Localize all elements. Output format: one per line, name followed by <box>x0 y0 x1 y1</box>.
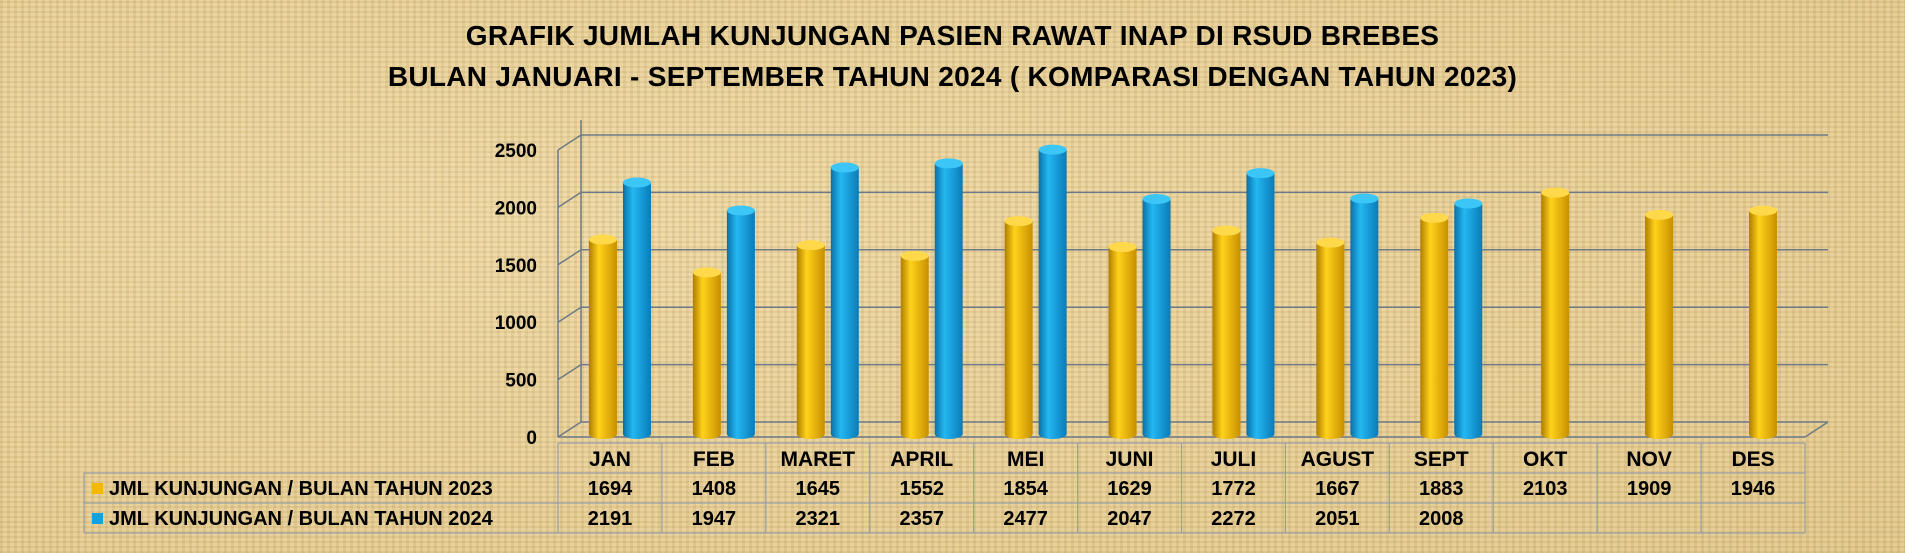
data-label: 2191 <box>588 508 633 530</box>
data-label: 1552 <box>899 478 944 500</box>
y-tick-label: 1000 <box>495 313 537 334</box>
gridline-side-500 <box>557 363 582 381</box>
x-tick-label: MARET <box>780 448 855 471</box>
x-tick-label: APRIL <box>890 448 953 471</box>
x-tick-label: AGUST <box>1301 448 1375 471</box>
bar-2024-jan <box>622 177 651 439</box>
y-tick-label: 2500 <box>495 141 537 162</box>
data-label: 2051 <box>1315 508 1360 530</box>
x-tick-label: FEB <box>693 448 735 471</box>
data-label: 2272 <box>1211 508 1256 530</box>
data-label: 1408 <box>692 478 737 500</box>
data-label: 2047 <box>1107 508 1152 530</box>
data-label: 1854 <box>1003 478 1048 500</box>
bar-2024-feb <box>726 205 755 439</box>
data-label: 1629 <box>1107 478 1152 500</box>
legend-swatch <box>92 483 103 494</box>
data-label: 1667 <box>1315 478 1360 500</box>
y-tick-label: 0 <box>526 428 537 449</box>
data-label: 1909 <box>1627 478 1672 500</box>
data-label: 1946 <box>1731 478 1776 500</box>
gridline-side-1500 <box>557 249 582 266</box>
x-tick-label: JUNI <box>1106 448 1154 471</box>
data-label: 2008 <box>1419 508 1464 530</box>
data-label: 2477 <box>1003 508 1048 530</box>
gridline-side-1000 <box>557 306 582 323</box>
bar-2024-sept <box>1454 198 1483 439</box>
bar-2023-mei <box>1004 216 1033 439</box>
data-label: 1883 <box>1419 478 1464 500</box>
chart-title: GRAFIK JUMLAH KUNJUNGAN PASIEN RAWAT INA… <box>465 20 1440 51</box>
x-tick-label: NOV <box>1626 448 1672 471</box>
gridline-side-0 <box>557 421 582 438</box>
bar-2023-maret <box>796 240 825 439</box>
bar-2024-maret <box>830 162 859 439</box>
data-label: 1947 <box>692 508 737 530</box>
bar-2024-agust <box>1350 193 1379 439</box>
data-label: 1645 <box>796 478 841 500</box>
data-label: 2321 <box>796 508 841 530</box>
x-tick-label: JAN <box>589 448 631 471</box>
y-tick-label: 500 <box>505 371 537 392</box>
legend-label: JML KUNJUNGAN / BULAN TAHUN 2023 <box>109 478 493 500</box>
x-tick-label: DES <box>1731 448 1774 471</box>
gridline-side-2500 <box>557 134 582 151</box>
x-tick-label: JULI <box>1211 448 1257 471</box>
data-label: 2103 <box>1523 478 1568 500</box>
bar-2023-feb <box>692 267 721 439</box>
floor-right-edge <box>1804 421 1829 438</box>
x-tick-label: MEI <box>1007 448 1044 471</box>
data-label: 1694 <box>588 478 633 500</box>
bar-2023-okt <box>1541 187 1570 439</box>
bar-2024-juni <box>1142 194 1171 439</box>
bar-2023-sept <box>1420 212 1449 439</box>
bar-2024-april <box>934 158 963 439</box>
bar-2024-mei <box>1038 144 1067 439</box>
x-tick-label: OKT <box>1523 448 1568 471</box>
bar-2023-jan <box>588 234 617 439</box>
data-label: 2357 <box>899 508 944 530</box>
legend-swatch <box>92 513 103 524</box>
bar-2024-juli <box>1246 168 1275 439</box>
bar-2023-agust <box>1316 237 1345 439</box>
y-tick-label: 2000 <box>495 198 537 219</box>
y-tick-label: 1500 <box>495 256 537 277</box>
bar-2023-des <box>1749 205 1778 439</box>
bar-2023-juni <box>1108 241 1137 439</box>
bar-2023-nov <box>1645 209 1674 439</box>
bar-2023-juli <box>1212 225 1241 439</box>
gridline-side-2000 <box>557 191 582 209</box>
x-tick-label: SEPT <box>1414 448 1469 471</box>
bar-2023-april <box>900 250 929 439</box>
chart-subtitle: BULAN JANUARI - SEPTEMBER TAHUN 2024 ( K… <box>387 61 1518 92</box>
data-label: 1772 <box>1211 478 1256 500</box>
legend-label: JML KUNJUNGAN / BULAN TAHUN 2024 <box>109 508 494 530</box>
